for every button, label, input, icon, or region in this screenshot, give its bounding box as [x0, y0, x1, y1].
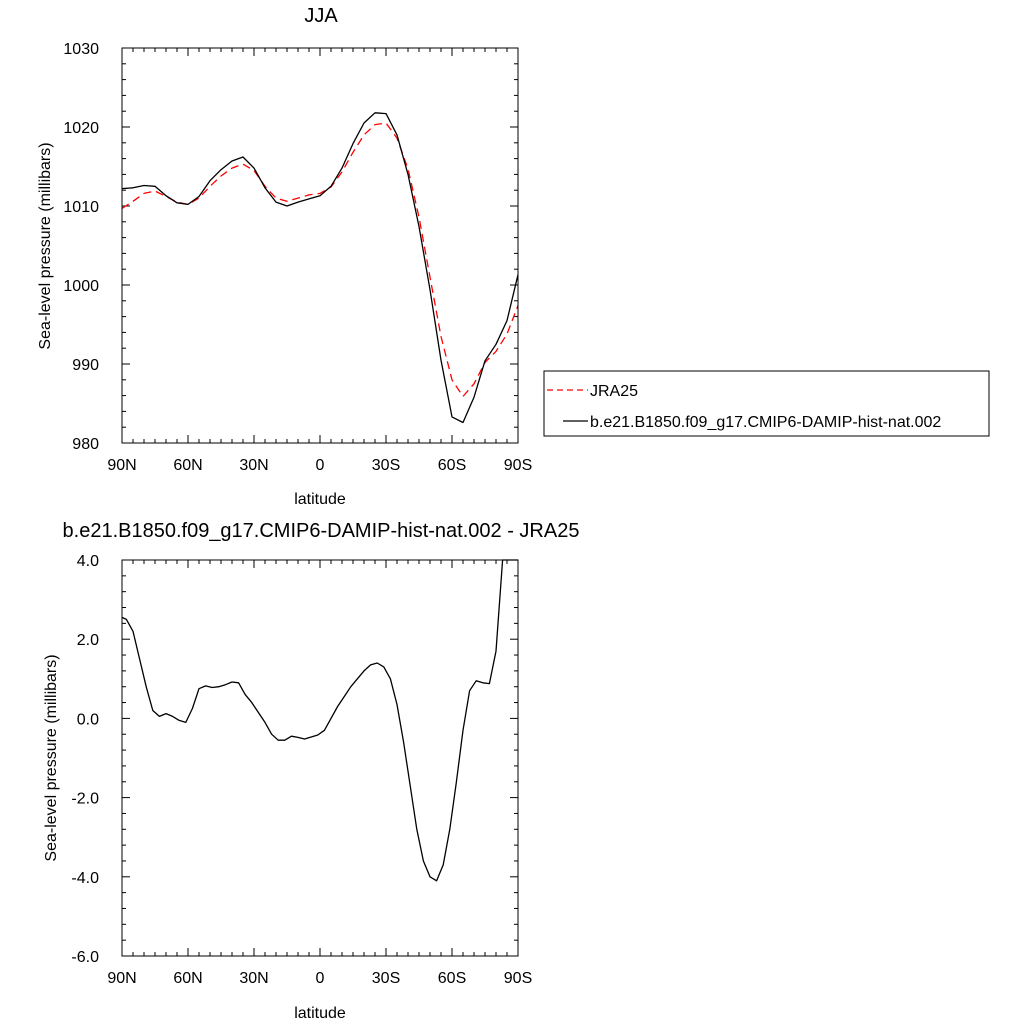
- bottom-chart-xtick-label: 0: [316, 970, 325, 987]
- top-chart-title: JJA: [304, 5, 338, 27]
- bottom-chart-xtick-label: 90S: [504, 970, 532, 987]
- legend-box: [543, 370, 990, 437]
- bottom-chart-xtick-label: 30N: [239, 970, 268, 987]
- top-chart: JJA 90N 60N 30N 0 30S 60S 90S 980 990 1000 1010 102…: [37, 5, 532, 508]
- top-chart-ytick-label: 1030: [63, 41, 99, 58]
- top-chart-xlabel: latitude: [294, 491, 346, 508]
- bottom-chart: b.e21.B1850.f09_g17.CMIP6-DAMIP-hist-nat…: [43, 520, 579, 1022]
- top-chart-xtick-label: 60N: [173, 457, 202, 474]
- top-chart-plot: 90N 60N 30N 0 30S 60S 90S 980 990 1000 1010 1020 103…: [63, 41, 532, 474]
- bottom-chart-ytick-label: -4.0: [71, 870, 99, 887]
- top-chart-xtick-label: 0: [316, 457, 325, 474]
- top-chart-xtick-label: 90N: [107, 457, 136, 474]
- bottom-chart-ytick-label: 0.0: [77, 711, 99, 728]
- top-chart-xtick-label: 90S: [504, 457, 532, 474]
- legend-label-model: b.e21.B1850.f09_g17.CMIP6-DAMIP-hist-nat…: [590, 414, 941, 431]
- bottom-chart-plot: 90N 60N 30N 0 30S 60S 90S -6.0 -4.0 -2.0 0.0 2.0 4.0: [71, 553, 532, 987]
- top-chart-xtick-label: 30N: [239, 457, 268, 474]
- legend-label-jra25: JRA25: [590, 383, 638, 400]
- bottom-chart-ytick-label: -2.0: [71, 791, 99, 808]
- top-chart-series-line-0: [121, 122, 519, 398]
- top-chart-ytick-label: 980: [72, 436, 99, 453]
- top-chart-ytick-label: 1020: [63, 120, 99, 137]
- top-chart-frame: [121, 47, 519, 444]
- top-chart-ytick-label: 1010: [63, 199, 99, 216]
- bottom-chart-ylabel: Sea-level pressure (millibars): [43, 654, 60, 861]
- bottom-chart-frame: [121, 559, 519, 957]
- top-chart-xtick-label: 30S: [372, 457, 400, 474]
- bottom-chart-xtick-label: 90N: [107, 970, 136, 987]
- bottom-chart-xtick-label: 60S: [438, 970, 466, 987]
- top-chart-ytick-label: 990: [72, 357, 99, 374]
- legend: JRA25 b.e21.B1850.f09_g17.CMIP6-DAMIP-hi…: [543, 370, 990, 437]
- top-chart-series-line-1: [121, 112, 519, 424]
- bottom-chart-title: b.e21.B1850.f09_g17.CMIP6-DAMIP-hist-nat…: [63, 520, 580, 542]
- top-chart-ylabel: Sea-level pressure (millibars): [37, 142, 54, 349]
- top-chart-xtick-label: 60S: [438, 457, 466, 474]
- bottom-chart-series-line-0: [121, 559, 518, 882]
- bottom-chart-xtick-label: 60N: [173, 970, 202, 987]
- bottom-chart-xtick-label: 30S: [372, 970, 400, 987]
- top-chart-ytick-label: 1000: [63, 278, 99, 295]
- bottom-chart-ytick-label: -6.0: [71, 949, 99, 966]
- bottom-chart-xlabel: latitude: [294, 1005, 346, 1022]
- bottom-chart-ytick-label: 4.0: [77, 553, 99, 570]
- bottom-chart-ytick-label: 2.0: [77, 632, 99, 649]
